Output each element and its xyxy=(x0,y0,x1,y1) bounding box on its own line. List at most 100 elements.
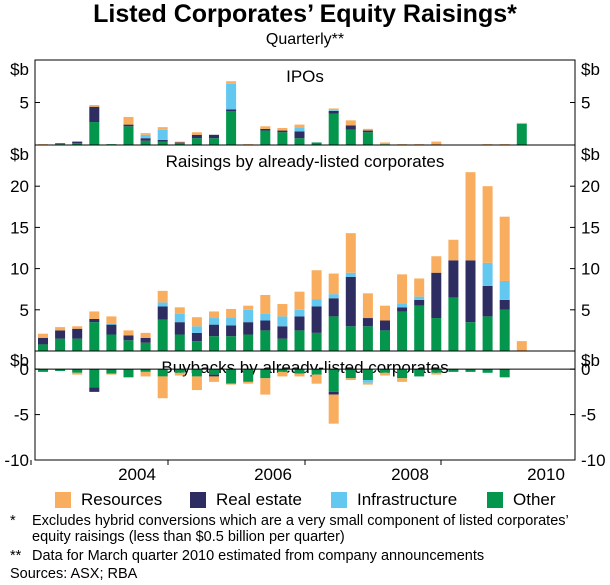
bar-resources xyxy=(465,172,476,261)
bar-real-estate xyxy=(89,318,100,323)
bar-resources xyxy=(157,376,168,399)
bar-other xyxy=(277,132,288,145)
x-tick-label: 2004 xyxy=(118,465,156,480)
bar-other xyxy=(362,326,373,351)
bar-real-estate xyxy=(328,298,339,317)
bar-other xyxy=(311,332,322,351)
bar-real-estate xyxy=(328,391,339,395)
x-tick-label: 2008 xyxy=(391,465,429,480)
bar-resources xyxy=(140,332,151,338)
bar-other xyxy=(72,338,83,351)
bar-other xyxy=(380,330,390,351)
bar-resources xyxy=(294,291,305,310)
bar-infrastructure xyxy=(260,313,271,321)
y-tick-label-left: 15 xyxy=(10,218,29,237)
bar-real-estate xyxy=(72,328,83,339)
legend-infrastructure: Infrastructure xyxy=(331,490,457,510)
bar-real-estate xyxy=(277,326,288,339)
bar-resources xyxy=(106,373,117,375)
bar-other xyxy=(397,369,408,379)
bar-resources xyxy=(38,333,48,338)
bar-other xyxy=(362,369,373,381)
bar-other xyxy=(311,369,322,375)
bar-other xyxy=(38,369,48,372)
bar-other xyxy=(345,369,356,379)
bar-resources xyxy=(431,372,442,375)
bar-other xyxy=(89,122,100,145)
bar-infrastructure xyxy=(345,272,356,277)
bar-real-estate xyxy=(140,337,151,343)
bar-other xyxy=(482,316,493,351)
bar-other xyxy=(345,326,356,351)
bar-other xyxy=(311,142,322,145)
bar-other xyxy=(157,141,168,145)
y-unit-label-right: $b xyxy=(581,60,600,79)
bar-other xyxy=(140,369,151,372)
bar-real-estate xyxy=(380,320,390,331)
footnote-1-mark: * xyxy=(10,513,16,529)
bar-resources xyxy=(311,374,322,384)
bar-resources xyxy=(414,278,425,297)
bar-resources xyxy=(191,317,202,327)
bar-other xyxy=(345,129,356,145)
bar-other xyxy=(157,369,168,377)
bar-real-estate xyxy=(243,322,254,335)
bar-real-estate xyxy=(414,299,425,306)
sources: Sources: ASX; RBA xyxy=(10,566,138,582)
bar-other xyxy=(123,340,134,351)
bar-resources xyxy=(72,372,83,375)
bar-real-estate xyxy=(174,322,185,335)
bar-resources xyxy=(345,233,356,273)
bar-resources xyxy=(397,274,408,304)
bar-resources xyxy=(260,378,271,395)
bar-real-estate xyxy=(328,111,339,114)
bar-other xyxy=(397,311,408,351)
bar-resources xyxy=(191,132,202,135)
bar-other xyxy=(191,369,202,377)
bar-other xyxy=(55,338,66,351)
bar-infrastructure xyxy=(397,303,408,308)
bar-resources xyxy=(345,378,356,381)
bar-resources xyxy=(499,216,510,281)
bar-other xyxy=(516,123,527,145)
bar-real-estate xyxy=(311,306,322,333)
footnote-2-mark: ** xyxy=(10,548,22,564)
bar-resources xyxy=(362,382,373,385)
bar-other xyxy=(209,369,219,375)
bar-other xyxy=(482,369,493,373)
bar-resources xyxy=(226,81,237,84)
bar-resources xyxy=(157,290,168,303)
bar-resources xyxy=(157,127,168,130)
bar-resources xyxy=(277,128,288,131)
legend-resources: Resources xyxy=(55,490,162,510)
bar-resources xyxy=(482,186,493,263)
legend-resources-swatch xyxy=(55,492,71,508)
bar-real-estate xyxy=(260,320,271,331)
bar-infrastructure xyxy=(191,326,202,333)
bar-other xyxy=(226,336,237,351)
bar-resources xyxy=(243,381,254,384)
bar-resources xyxy=(140,133,151,135)
footnote-1: Excludes hybrid conversions which are a … xyxy=(32,513,569,545)
bar-other xyxy=(226,111,237,145)
bar-real-estate xyxy=(260,128,271,131)
legend-resources-label: Resources xyxy=(81,490,163,509)
bar-resources xyxy=(294,373,305,377)
bar-other xyxy=(174,143,185,145)
bar-resources xyxy=(328,108,339,111)
bar-other xyxy=(106,334,117,351)
y-tick-label-right: 20 xyxy=(581,177,600,196)
y-tick-label-left: 5 xyxy=(20,301,29,320)
bar-other xyxy=(328,113,339,145)
bar-other xyxy=(328,369,339,392)
bar-real-estate xyxy=(89,106,100,123)
bar-other xyxy=(277,338,288,351)
legend-other-label: Other xyxy=(513,490,556,509)
bar-resources xyxy=(380,372,390,376)
bar-real-estate xyxy=(38,337,48,345)
y-tick-label-right: -10 xyxy=(581,451,606,470)
legend-real-estate-swatch xyxy=(190,492,206,508)
y-tick-label-right: 5 xyxy=(581,301,590,320)
legend-infrastructure-swatch xyxy=(331,492,347,508)
bar-other xyxy=(191,138,202,145)
